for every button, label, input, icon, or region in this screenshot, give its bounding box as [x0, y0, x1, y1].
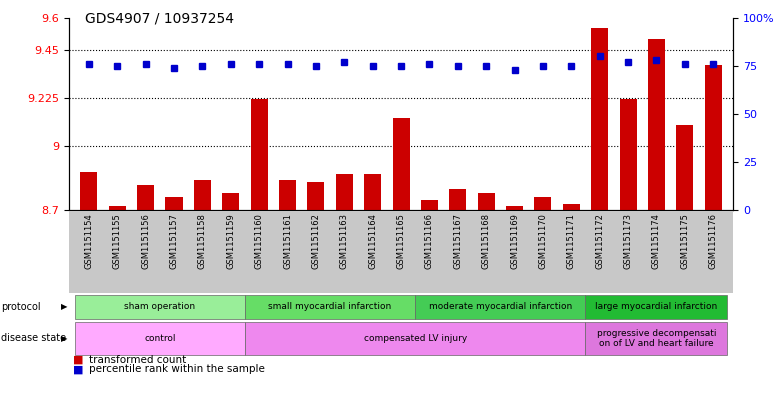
Text: ■: ■	[73, 364, 83, 375]
Text: GSM1151167: GSM1151167	[453, 213, 463, 270]
Bar	[506, 206, 523, 210]
Text: GSM1151155: GSM1151155	[113, 213, 122, 269]
Text: GSM1151158: GSM1151158	[198, 213, 207, 269]
Text: GSM1151163: GSM1151163	[339, 213, 349, 270]
Bar	[421, 200, 438, 210]
Text: ■: ■	[73, 354, 83, 365]
Text: GSM1151173: GSM1151173	[623, 213, 633, 270]
Bar	[449, 189, 466, 210]
Bar	[648, 39, 665, 210]
Text: GSM1151171: GSM1151171	[567, 213, 575, 269]
Text: disease state: disease state	[1, 333, 66, 343]
Text: GSM1151175: GSM1151175	[681, 213, 689, 269]
Bar	[477, 193, 495, 210]
Bar	[586, 322, 728, 355]
Text: GSM1151169: GSM1151169	[510, 213, 519, 269]
Bar	[535, 197, 551, 210]
Bar	[586, 295, 728, 319]
Text: GSM1151174: GSM1151174	[652, 213, 661, 269]
Text: compensated LV injury: compensated LV injury	[364, 334, 466, 343]
Text: moderate myocardial infarction: moderate myocardial infarction	[429, 303, 572, 311]
Bar	[307, 182, 325, 210]
Bar	[279, 180, 296, 210]
Bar	[80, 172, 97, 210]
Bar	[591, 28, 608, 210]
Text: ▶: ▶	[61, 303, 67, 311]
Bar	[619, 99, 637, 210]
Bar	[705, 65, 722, 210]
Text: GSM1151157: GSM1151157	[169, 213, 179, 269]
Bar	[251, 99, 267, 210]
Bar	[137, 185, 154, 210]
Bar	[393, 118, 409, 210]
Text: GDS4907 / 10937254: GDS4907 / 10937254	[85, 12, 234, 26]
Text: progressive decompensati
on of LV and heart failure: progressive decompensati on of LV and he…	[597, 329, 716, 348]
Text: GSM1151164: GSM1151164	[368, 213, 377, 269]
Bar	[165, 197, 183, 210]
Bar	[245, 295, 416, 319]
Text: sham operation: sham operation	[124, 303, 195, 311]
Text: GSM1151162: GSM1151162	[311, 213, 321, 269]
Bar	[109, 206, 125, 210]
Text: GSM1151154: GSM1151154	[85, 213, 93, 269]
Text: GSM1151176: GSM1151176	[709, 213, 717, 270]
Text: GSM1151166: GSM1151166	[425, 213, 434, 270]
Bar	[563, 204, 580, 210]
Text: GSM1151172: GSM1151172	[595, 213, 604, 269]
Text: transformed count: transformed count	[89, 354, 186, 365]
Bar	[364, 174, 381, 210]
Text: GSM1151165: GSM1151165	[397, 213, 405, 269]
Text: large myocardial infarction: large myocardial infarction	[595, 303, 717, 311]
Bar	[74, 322, 245, 355]
Bar	[416, 295, 586, 319]
Text: percentile rank within the sample: percentile rank within the sample	[89, 364, 264, 375]
Text: GSM1151156: GSM1151156	[141, 213, 150, 269]
Bar	[194, 180, 211, 210]
Bar	[245, 322, 586, 355]
Text: GSM1151170: GSM1151170	[539, 213, 547, 269]
Text: GSM1151159: GSM1151159	[227, 213, 235, 269]
Text: ▶: ▶	[61, 334, 67, 343]
Bar	[222, 193, 239, 210]
Text: GSM1151161: GSM1151161	[283, 213, 292, 269]
Text: control: control	[144, 334, 176, 343]
Bar	[677, 125, 693, 210]
Text: protocol: protocol	[1, 302, 41, 312]
Bar	[74, 295, 245, 319]
Text: small myocardial infarction: small myocardial infarction	[268, 303, 392, 311]
Text: GSM1151160: GSM1151160	[255, 213, 263, 269]
Text: GSM1151168: GSM1151168	[481, 213, 491, 270]
Bar	[336, 174, 353, 210]
